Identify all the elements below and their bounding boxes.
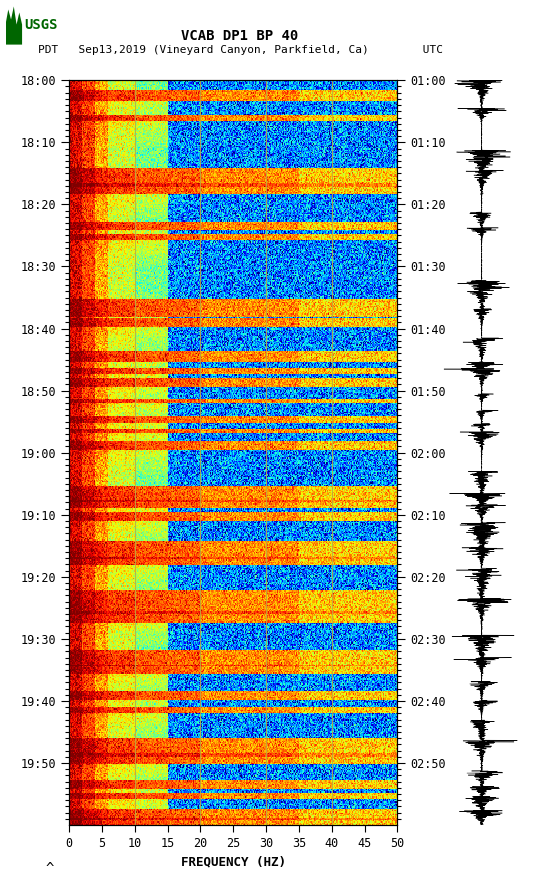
Polygon shape <box>6 6 22 45</box>
Text: VCAB DP1 BP 40: VCAB DP1 BP 40 <box>182 29 299 44</box>
X-axis label: FREQUENCY (HZ): FREQUENCY (HZ) <box>181 855 286 869</box>
Text: PDT   Sep13,2019 (Vineyard Canyon, Parkfield, Ca)        UTC: PDT Sep13,2019 (Vineyard Canyon, Parkfie… <box>38 45 443 54</box>
Text: USGS: USGS <box>24 18 58 31</box>
Text: ^: ^ <box>45 862 54 876</box>
